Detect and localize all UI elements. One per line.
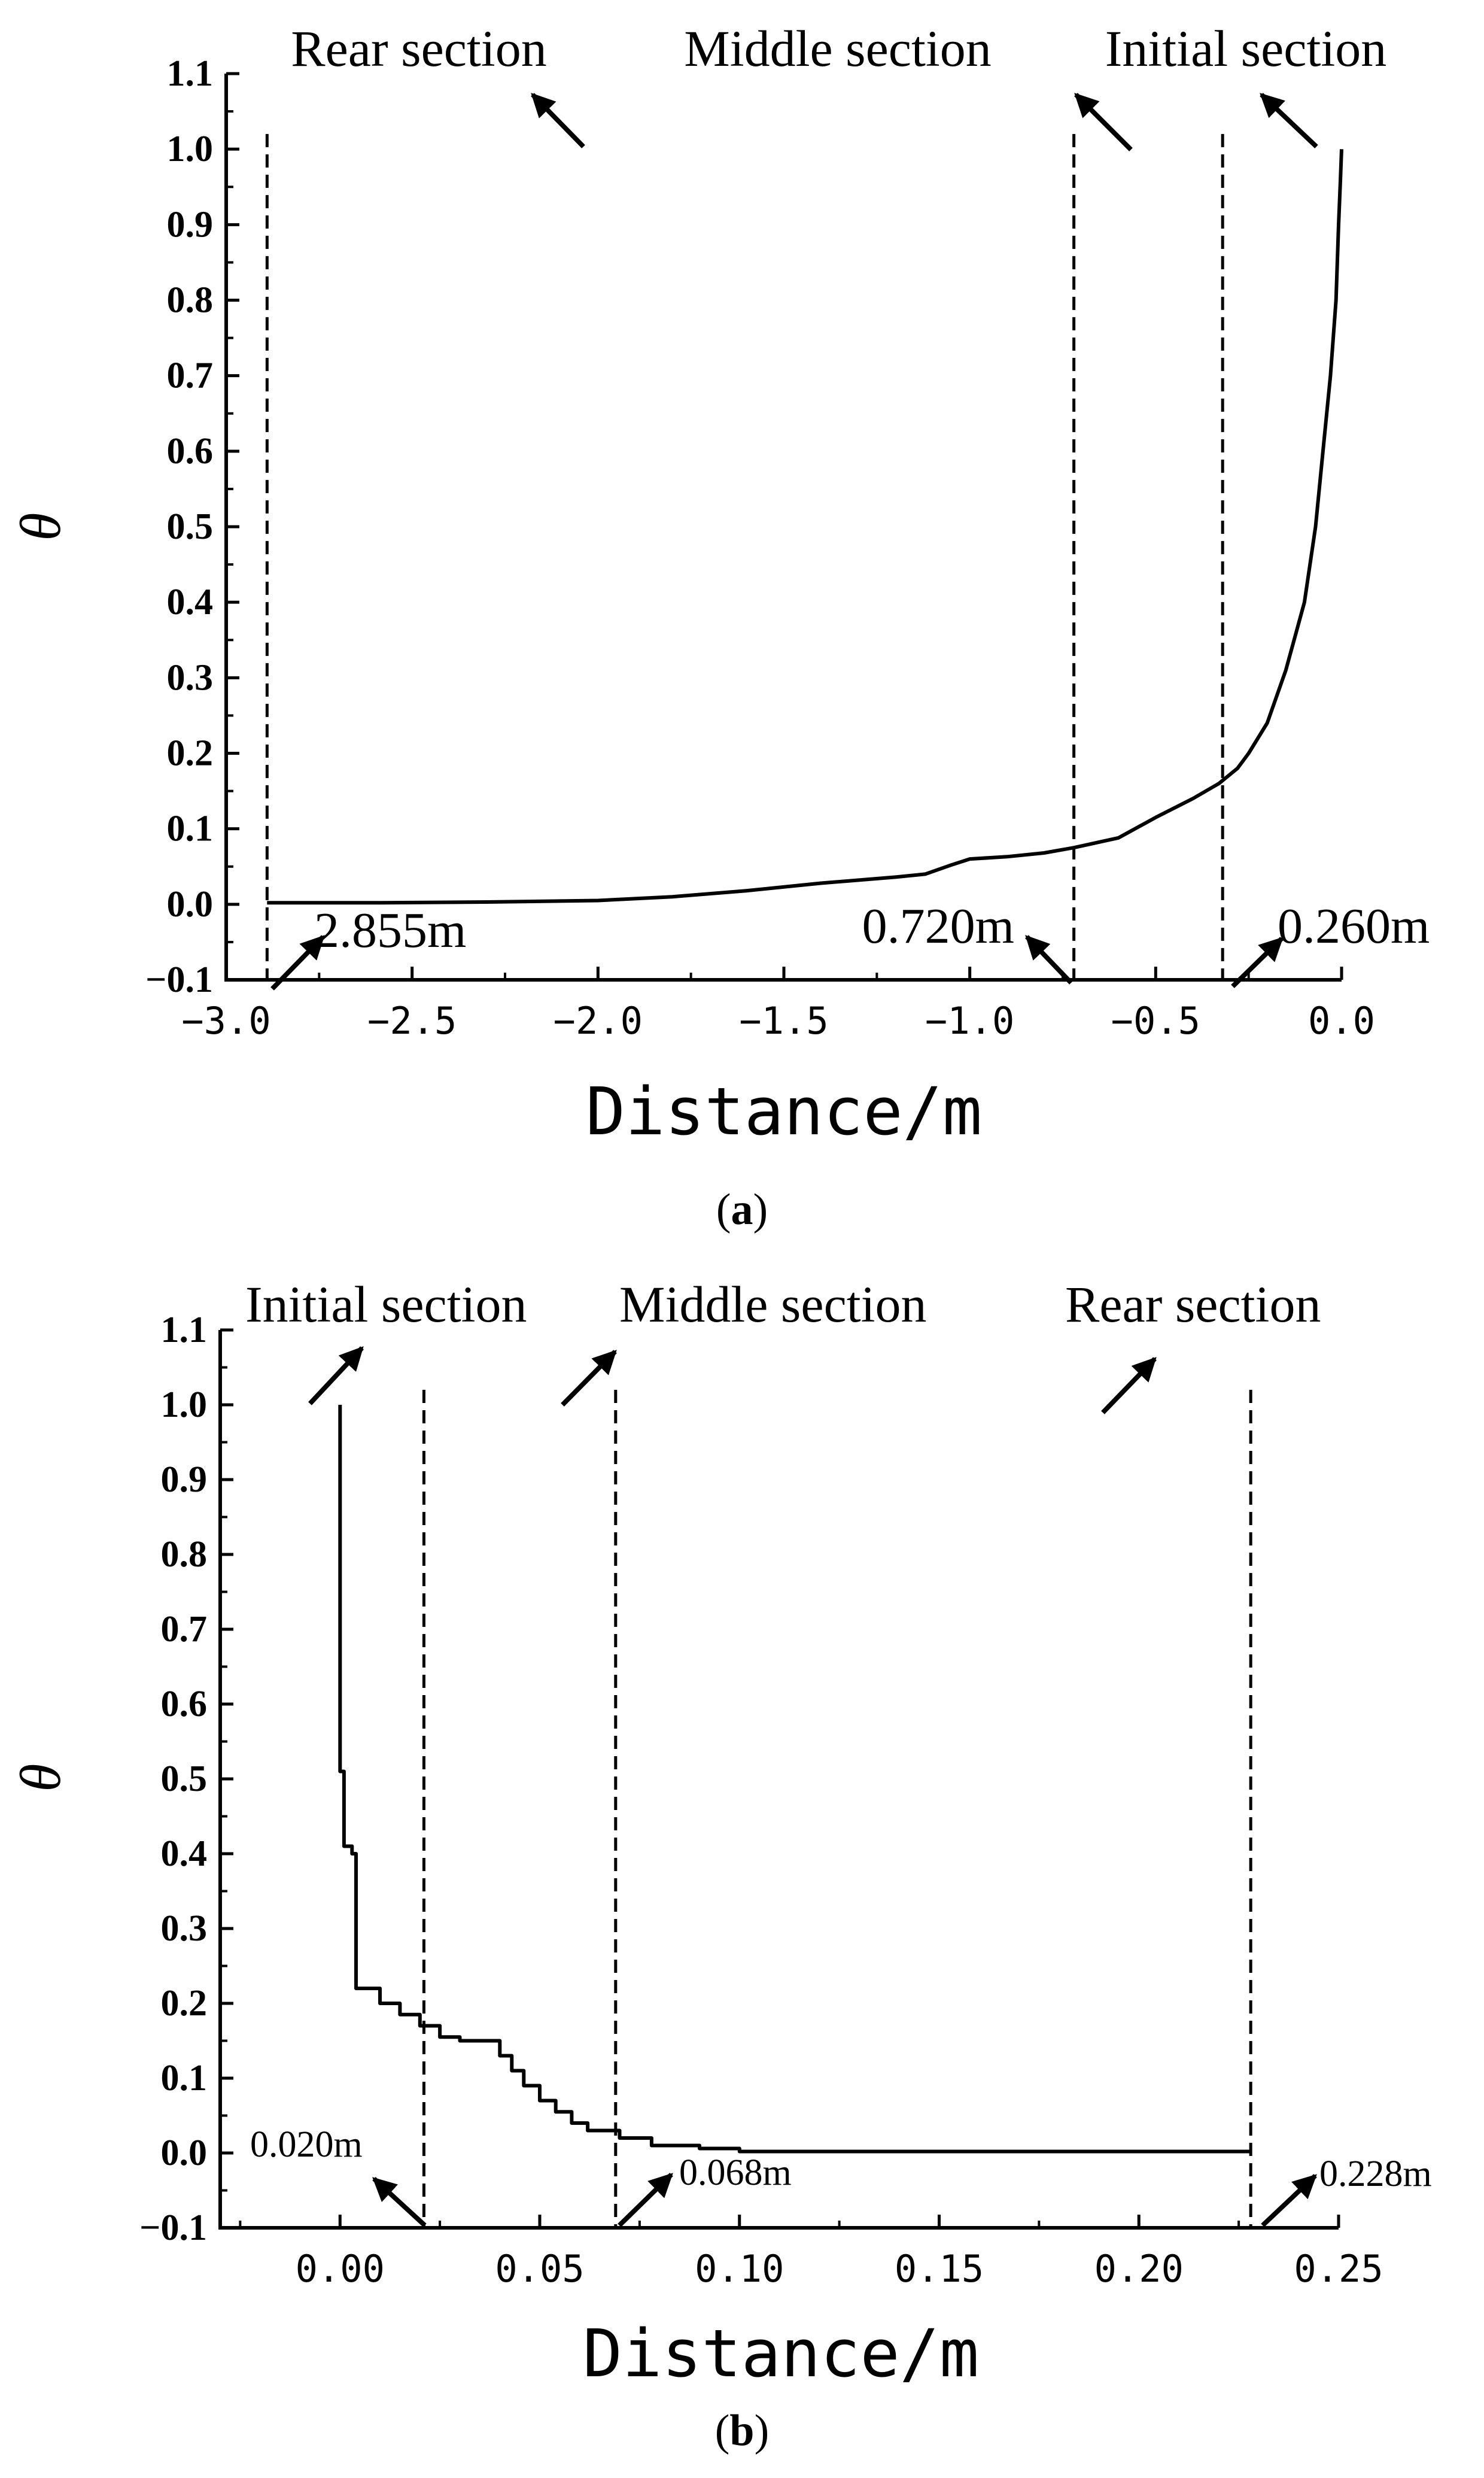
- theta-curve: [338, 1405, 1251, 2154]
- annotation-arrow: [270, 935, 325, 991]
- x-tick-label: 0.00: [296, 2247, 385, 2291]
- x-axis-label: Distance/m: [583, 2315, 979, 2392]
- x-axis-label: Distance/m: [586, 1073, 982, 1150]
- y-tick-label: 0.8: [167, 280, 214, 321]
- x-tick-label: 0.15: [895, 2247, 984, 2291]
- x-tick-label: 0.10: [695, 2247, 784, 2291]
- y-axis-label: θ: [8, 512, 72, 540]
- y-tick-label: 0.1: [167, 809, 214, 849]
- x-tick-label: 0.05: [495, 2247, 584, 2291]
- y-tick-label: 0.5: [161, 1759, 208, 1799]
- y-tick-label: 0.6: [161, 1684, 208, 1724]
- y-tick-label: 0.3: [167, 657, 214, 698]
- caption-letter: b: [729, 2406, 754, 2455]
- y-tick-label: −0.1: [145, 959, 213, 1000]
- y-tick-label: 1.0: [161, 1384, 208, 1425]
- y-tick-label: 0.7: [161, 1609, 208, 1650]
- y-tick-label: −0.1: [139, 2207, 207, 2248]
- panel-caption: (b): [715, 2406, 769, 2455]
- y-tick-label: 1.1: [161, 1310, 208, 1350]
- section-label: Middle section: [684, 20, 992, 77]
- x-tick-label: −2.0: [554, 999, 643, 1043]
- y-tick-label: 0.8: [161, 1534, 208, 1575]
- y-tick-label: 0.4: [161, 1833, 208, 1874]
- panel-b: −0.1 0.0 0.1 0.2 0.3 0.4 0.5 0.6 0.7 0.8 0.9 1.0 1.1…: [8, 1276, 1432, 2455]
- section-arrow: [531, 93, 585, 148]
- y-tick-label: 0.7: [167, 356, 214, 396]
- y-axis-label: θ: [8, 1763, 72, 1791]
- section-label: Initial section: [245, 1276, 527, 1333]
- y-tick-label: 0.2: [167, 733, 214, 774]
- panel-caption: (a): [716, 1185, 768, 1234]
- distance-annotation: 0.228m: [1319, 2154, 1432, 2194]
- y-tick-label: 0.1: [161, 2058, 208, 2099]
- y-tick-label: 0.9: [167, 204, 214, 245]
- y-tick-label: 1.0: [167, 129, 214, 169]
- caption-open-paren: (: [716, 1185, 731, 1234]
- caption-close-paren: ): [755, 2406, 770, 2455]
- annotation-arrow: [1231, 937, 1284, 988]
- annotation-arrow: [1025, 935, 1073, 985]
- y-tick-label: 1.1: [167, 53, 214, 94]
- y-tick-label: 0.6: [167, 431, 214, 472]
- distance-annotation: 2.855m: [314, 903, 466, 958]
- section-arrow: [308, 1346, 364, 1405]
- x-tick-label: −1.5: [739, 999, 828, 1043]
- y-tick-label: 0.0: [161, 2133, 208, 2173]
- section-label: Initial section: [1105, 20, 1386, 77]
- section-arrow: [1101, 1357, 1157, 1414]
- y-tick-label: 0.0: [167, 884, 214, 925]
- distance-annotation: 0.020m: [250, 2124, 363, 2165]
- annotation-arrow: [618, 2173, 673, 2227]
- y-tick-label: 0.5: [167, 506, 214, 547]
- theta-curve: [267, 149, 1343, 905]
- caption-close-paren: ): [753, 1185, 768, 1234]
- x-tick-label: 0.20: [1094, 2247, 1184, 2291]
- panel-a: −0.1 0.0 0.1 0.2 0.3 0.4 0.5 0.6 0.7 0.8 0.9 1.0 1.1…: [8, 20, 1430, 1234]
- y-tick-label: 0.3: [161, 1908, 208, 1949]
- annotation-arrow: [1261, 2174, 1317, 2227]
- x-tick-label: 0.0: [1308, 999, 1375, 1043]
- section-label: Middle section: [619, 1276, 927, 1333]
- y-tick-label: 0.9: [161, 1459, 208, 1500]
- x-tick-label: −2.5: [367, 999, 457, 1043]
- x-tick-label: −3.0: [181, 999, 270, 1043]
- y-tick-label: 0.4: [167, 582, 214, 622]
- x-tick-label: −0.5: [1111, 999, 1200, 1043]
- distance-annotation: 0.260m: [1278, 898, 1430, 954]
- section-label: Rear section: [291, 20, 546, 77]
- x-tick-label: −1.0: [925, 999, 1014, 1043]
- caption-open-paren: (: [715, 2406, 730, 2455]
- y-tick-label: 0.2: [161, 1983, 208, 2024]
- annotation-arrow: [372, 2177, 427, 2227]
- caption-letter: a: [731, 1185, 753, 1234]
- section-arrow: [1260, 93, 1318, 148]
- distance-annotation: 0.068m: [679, 2152, 792, 2193]
- section-arrow: [561, 1350, 617, 1407]
- distance-annotation: 0.720m: [862, 898, 1014, 954]
- section-label: Rear section: [1065, 1276, 1321, 1333]
- x-tick-label: 0.25: [1294, 2247, 1383, 2291]
- section-arrow: [1074, 93, 1133, 151]
